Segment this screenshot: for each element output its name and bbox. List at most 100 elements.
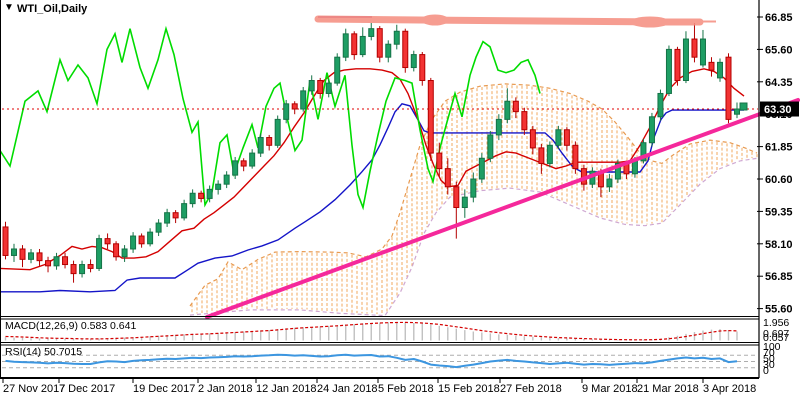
candle-body xyxy=(436,152,443,170)
macd-signal-line xyxy=(5,321,738,341)
candle-body xyxy=(708,61,715,71)
candle-body xyxy=(495,118,502,136)
time-tick-label: 24 Jan 2018 xyxy=(317,383,378,395)
senkou-span-a-line xyxy=(189,157,758,317)
rsi-scale-label: 30 xyxy=(763,359,775,371)
candle-body xyxy=(291,103,298,110)
candle-body xyxy=(70,264,77,275)
candle-body xyxy=(342,33,349,58)
candle-body xyxy=(223,174,230,185)
candle-body xyxy=(614,162,621,180)
candle-body xyxy=(138,235,145,245)
candle-body xyxy=(215,183,222,190)
candle-body xyxy=(665,48,672,94)
price-tick-label: 55.60 xyxy=(765,304,793,316)
candle-body xyxy=(189,192,196,205)
candle-body xyxy=(274,118,281,146)
candle-body xyxy=(674,48,681,82)
candle-body xyxy=(172,212,179,219)
candle-body xyxy=(546,144,553,164)
candle-body xyxy=(45,260,52,267)
candle-body xyxy=(359,35,366,56)
candle-body xyxy=(478,157,485,180)
candle-body xyxy=(308,80,315,92)
candle-body xyxy=(682,38,689,82)
resistance-zone xyxy=(314,14,716,28)
candle-body xyxy=(11,248,18,256)
candle-body xyxy=(504,100,511,120)
candle-body xyxy=(19,248,26,260)
price-tick-label: 56.85 xyxy=(765,271,793,283)
macd-scale-label: 0.057 xyxy=(763,332,789,344)
resistance-band-blob xyxy=(630,16,670,28)
symbol-title: WTI_Oil,Daily xyxy=(17,3,88,15)
time-tick-label: 21 Mar 2018 xyxy=(637,383,699,395)
time-tick-label: 5 Feb 2018 xyxy=(378,383,434,395)
candle-body xyxy=(130,235,137,250)
resistance-band-blob xyxy=(421,14,449,26)
candle-body xyxy=(104,238,111,245)
candle-body xyxy=(538,147,545,164)
candle-body xyxy=(113,243,120,258)
candle-body xyxy=(283,103,290,120)
candle-body xyxy=(453,186,460,209)
rsi-indicator-label: RSI(14) 50.7015 xyxy=(5,346,83,358)
candle-body xyxy=(232,160,239,176)
time-tick-label: 19 Dec 2017 xyxy=(133,383,195,395)
time-tick-label: 27 Nov 2017 xyxy=(3,383,65,395)
price-tick-label: 59.35 xyxy=(765,206,793,218)
candle-body xyxy=(164,212,171,224)
price-tick-label: 64.35 xyxy=(765,77,793,89)
price-tick-label: 65.60 xyxy=(765,44,793,56)
candle-body xyxy=(699,38,706,66)
candle-body xyxy=(325,82,332,94)
rsi-scale-label: 70 xyxy=(763,347,775,359)
price-tick-label: 60.60 xyxy=(765,174,793,186)
candle-body xyxy=(631,160,638,175)
kijun-sen-line xyxy=(0,103,744,293)
candle-body xyxy=(351,33,358,56)
candle-body xyxy=(36,252,43,262)
rsi-line xyxy=(5,353,738,369)
resistance-band-line xyxy=(314,15,704,26)
candle-body xyxy=(734,108,740,115)
candle-body xyxy=(376,28,383,58)
current-price-label: 63.30 xyxy=(764,104,792,116)
time-tick-label: 2 Jan 2018 xyxy=(198,383,252,395)
time-tick-label: 9 Mar 2018 xyxy=(582,383,638,395)
candle-body xyxy=(461,196,468,209)
candle-body xyxy=(640,142,647,162)
candle-body xyxy=(419,54,426,82)
candle-body xyxy=(555,129,562,146)
candle-body xyxy=(87,264,94,269)
candle-body xyxy=(317,80,324,94)
price-tick-label: 58.10 xyxy=(765,239,793,251)
candle-body xyxy=(53,256,60,267)
price-axis[interactable]: 66.85 65.60 64.35 61.85 60.60 59.35 58.10 56.85… xyxy=(757,12,799,316)
candle-body xyxy=(198,192,205,199)
candle-body xyxy=(691,38,698,58)
candle-body xyxy=(147,231,154,245)
candle-body xyxy=(206,188,213,199)
candle-body xyxy=(444,168,451,188)
pane-borders xyxy=(0,0,760,379)
candle-body xyxy=(487,134,494,159)
candle-body xyxy=(657,92,664,118)
candle-body xyxy=(334,56,341,84)
price-tick-label: 66.85 xyxy=(765,12,793,24)
macd-scale-label: 0.697 xyxy=(763,328,789,340)
candle-body xyxy=(521,111,528,131)
rsi-scale-label: 50 xyxy=(763,353,775,365)
support-trendline xyxy=(205,98,800,319)
ichimoku-cloud xyxy=(189,83,758,317)
time-tick-label: 7 Dec 2017 xyxy=(59,383,115,395)
candle-body xyxy=(529,129,536,149)
chevron-down-icon[interactable]: ▼ xyxy=(4,2,14,13)
candle-body xyxy=(606,178,613,188)
macd-scale-label: 1.956 xyxy=(763,317,789,329)
